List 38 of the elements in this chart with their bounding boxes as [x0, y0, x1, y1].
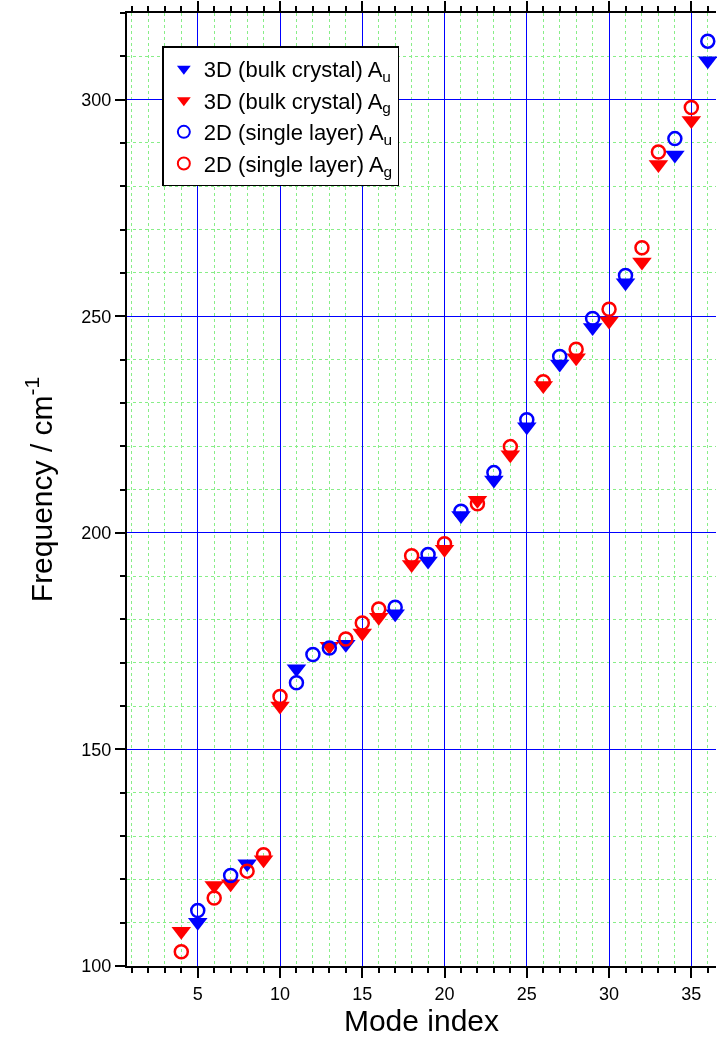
point: [239, 863, 255, 879]
point: [354, 615, 371, 631]
point: [683, 99, 700, 116]
legend-label: 3D (bulk crystal) A$_{u}$: [203, 57, 391, 85]
point: [700, 33, 716, 49]
point: [173, 943, 190, 960]
y-tick-label: 250: [81, 306, 112, 327]
point: [632, 257, 652, 271]
y-tick-label: 300: [81, 89, 112, 110]
point: [535, 373, 551, 390]
y-tick-label: 150: [81, 739, 112, 760]
legend-label: 3D (bulk crystal) A$_{g}$: [203, 88, 391, 117]
point: [288, 674, 305, 691]
point: [453, 503, 469, 519]
x-tick-label: 10: [269, 983, 291, 1004]
point: [599, 316, 619, 330]
x-tick-label: 15: [352, 983, 373, 1004]
point: [206, 890, 222, 906]
point: [601, 301, 617, 318]
y-tick-label: 100: [81, 956, 112, 977]
point: [634, 240, 650, 256]
y-tick-label: 200: [81, 523, 112, 544]
point: [665, 150, 685, 164]
point: [190, 902, 206, 919]
point: [650, 144, 667, 160]
legend-label: 2D (single layer) A$_{g}$: [203, 152, 393, 180]
point: [697, 56, 717, 70]
legend-label: 2D (single layer) A$_{u}$: [203, 120, 393, 149]
x-tick-label: 35: [681, 983, 702, 1004]
x-tick-label: 5: [192, 983, 203, 1004]
point: [305, 646, 321, 663]
x-tick-label: 20: [434, 983, 455, 1004]
point: [222, 867, 239, 884]
point: [338, 631, 354, 647]
x-axis-title: Mode index: [343, 1003, 500, 1037]
x-tick-label: 25: [516, 983, 537, 1004]
point: [667, 130, 683, 147]
x-tick-label: 30: [599, 983, 620, 1004]
